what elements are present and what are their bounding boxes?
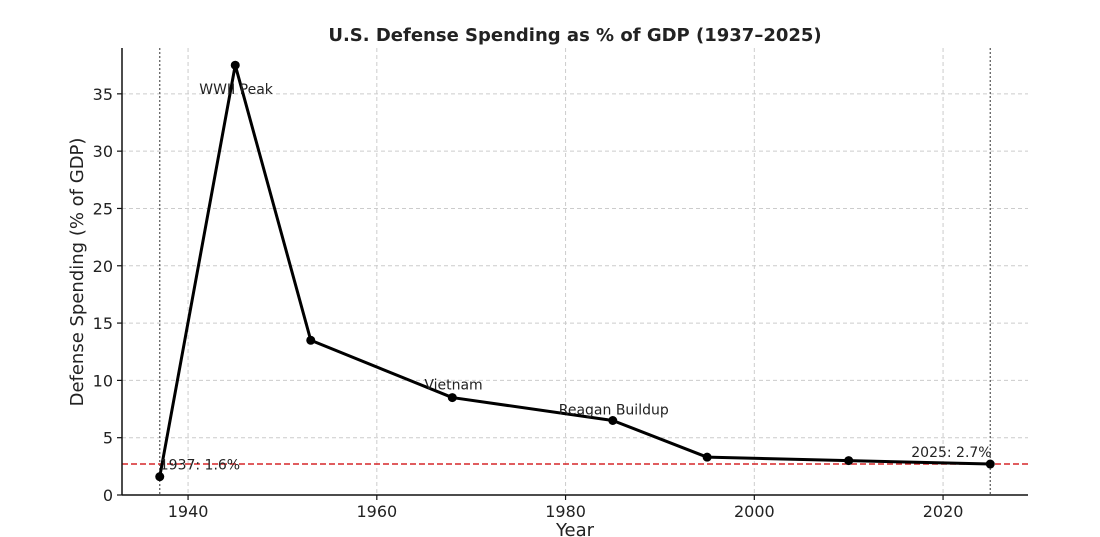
y-tick-label: 25 bbox=[93, 199, 113, 218]
ticks: 1940 1960 1980 2000 2020 0 5 10 15 20 25 30 35 bbox=[93, 85, 964, 521]
axes bbox=[121, 48, 1028, 496]
y-axis-label: Defense Spending (% of GDP) bbox=[67, 138, 88, 407]
series-line bbox=[158, 63, 991, 477]
grid bbox=[122, 48, 1028, 496]
data-point bbox=[702, 452, 712, 462]
y-tick-label: 35 bbox=[93, 85, 113, 104]
x-tick-label: 2020 bbox=[923, 502, 964, 521]
data-point bbox=[447, 393, 457, 403]
x-tick-label: 2000 bbox=[734, 502, 775, 521]
data-point bbox=[155, 472, 165, 482]
x-tick-label: 1960 bbox=[356, 502, 397, 521]
x-axis-label: Year bbox=[555, 520, 595, 537]
annotation-label: 2025: 2.7% bbox=[911, 445, 991, 461]
y-tick-label: 10 bbox=[93, 371, 113, 390]
chart-title: U.S. Defense Spending as % of GDP (1937–… bbox=[328, 25, 821, 46]
data-point bbox=[306, 335, 316, 345]
annotation-label: Reagan Buildup bbox=[559, 403, 669, 419]
y-tick-label: 15 bbox=[93, 314, 113, 333]
y-tick-label: 5 bbox=[103, 429, 113, 448]
data-point bbox=[608, 416, 618, 425]
y-tick-label: 30 bbox=[93, 142, 113, 161]
data-point bbox=[985, 459, 995, 469]
annotation-label: 1937: 1.6% bbox=[160, 458, 240, 474]
series bbox=[155, 60, 995, 482]
data-point bbox=[844, 456, 854, 466]
data-point bbox=[230, 60, 240, 70]
y-tick-label: 20 bbox=[93, 257, 113, 276]
y-tick-label: 0 bbox=[103, 486, 113, 505]
x-tick-label: 1940 bbox=[168, 502, 209, 521]
annotation-label: WWII Peak bbox=[199, 82, 274, 98]
annotations: WWII Peak Vietnam Reagan Buildup 1937: 1.6%… bbox=[160, 82, 992, 473]
x-tick-label: 1980 bbox=[545, 502, 586, 521]
annotation-label: Vietnam bbox=[424, 378, 482, 394]
vertical-reference-lines bbox=[159, 48, 991, 495]
